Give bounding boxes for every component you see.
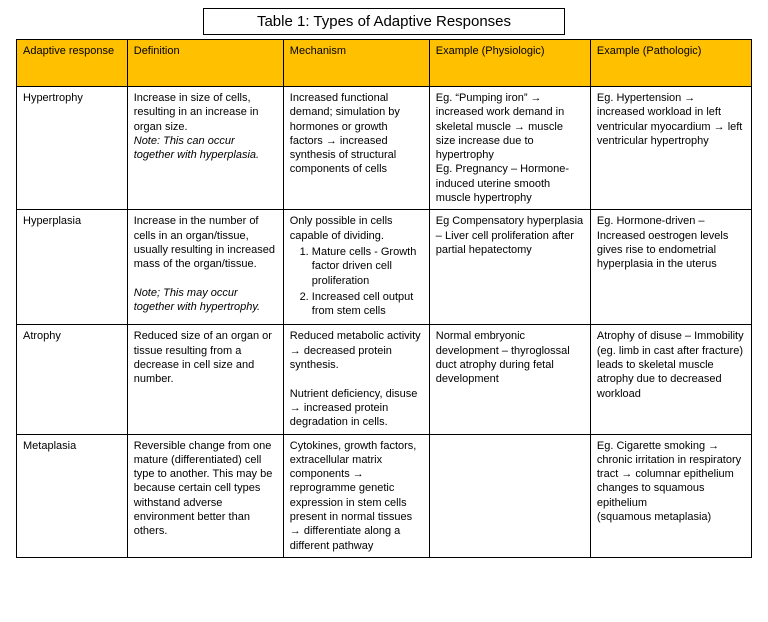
cell-name: Hypertrophy bbox=[17, 87, 128, 210]
mechanism-a: Reduced metabolic activity → decreased p… bbox=[290, 330, 421, 371]
adaptive-responses-table: Adaptive response Definition Mechanism E… bbox=[16, 39, 752, 558]
cell-name: Atrophy bbox=[17, 325, 128, 434]
mechanism-b: Nutrient deficiency, disuse → increased … bbox=[290, 388, 418, 429]
mechanism-item-1: Mature cells - Growth factor driven cell… bbox=[312, 245, 423, 288]
cell-definition: Increase in size of cells, resulting in … bbox=[127, 87, 283, 210]
cell-definition: Reduced size of an organ or tissue resul… bbox=[127, 325, 283, 434]
row-hyperplasia: Hyperplasia Increase in the number of ce… bbox=[17, 210, 752, 325]
physio-a: Eg. “Pumping iron” → increased work dema… bbox=[436, 92, 564, 161]
cell-mechanism: Only possible in cells capable of dividi… bbox=[283, 210, 429, 325]
patho-a: Eg. Cigarette smoking → chronic irritati… bbox=[597, 440, 741, 509]
row-atrophy: Atrophy Reduced size of an organ or tiss… bbox=[17, 325, 752, 434]
row-hypertrophy: Hypertrophy Increase in size of cells, r… bbox=[17, 87, 752, 210]
header-row: Adaptive response Definition Mechanism E… bbox=[17, 40, 752, 87]
cell-definition: Reversible change from one mature (diffe… bbox=[127, 434, 283, 557]
col-mechanism: Mechanism bbox=[283, 40, 429, 87]
cell-patho: Eg. Hormone-driven – Increased oestrogen… bbox=[590, 210, 751, 325]
definition-note: Note; This may occur together with hyper… bbox=[134, 287, 260, 313]
cell-mechanism: Cytokines, growth factors, extracellular… bbox=[283, 434, 429, 557]
col-definition: Definition bbox=[127, 40, 283, 87]
cell-name: Metaplasia bbox=[17, 434, 128, 557]
mechanism-list: Mature cells - Growth factor driven cell… bbox=[290, 245, 423, 318]
cell-physio bbox=[429, 434, 590, 557]
col-example-patho: Example (Pathologic) bbox=[590, 40, 751, 87]
row-metaplasia: Metaplasia Reversible change from one ma… bbox=[17, 434, 752, 557]
col-adaptive-response: Adaptive response bbox=[17, 40, 128, 87]
cell-name: Hyperplasia bbox=[17, 210, 128, 325]
cell-definition: Increase in the number of cells in an or… bbox=[127, 210, 283, 325]
table-title: Table 1: Types of Adaptive Responses bbox=[203, 8, 565, 35]
cell-physio: Eg. “Pumping iron” → increased work dema… bbox=[429, 87, 590, 210]
definition-note: Note: This can occur together with hyper… bbox=[134, 135, 259, 161]
cell-patho: Eg. Hypertension → increased workload in… bbox=[590, 87, 751, 210]
cell-patho: Eg. Cigarette smoking → chronic irritati… bbox=[590, 434, 751, 557]
cell-mechanism: Increased functional demand; simulation … bbox=[283, 87, 429, 210]
mechanism-item-2: Increased cell output from stem cells bbox=[312, 290, 423, 319]
cell-patho: Atrophy of disuse – Immobility (eg. limb… bbox=[590, 325, 751, 434]
col-example-physio: Example (Physiologic) bbox=[429, 40, 590, 87]
definition-text: Increase in size of cells, resulting in … bbox=[134, 92, 259, 133]
patho-b: (squamous metaplasia) bbox=[597, 511, 711, 523]
definition-text: Increase in the number of cells in an or… bbox=[134, 215, 275, 270]
mechanism-intro: Only possible in cells capable of dividi… bbox=[290, 215, 393, 241]
cell-mechanism: Reduced metabolic activity → decreased p… bbox=[283, 325, 429, 434]
cell-physio: Eg Compensatory hyperplasia – Liver cell… bbox=[429, 210, 590, 325]
physio-b: Eg. Pregnancy – Hormone-induced uterine … bbox=[436, 163, 569, 204]
cell-physio: Normal embryonic development – thyroglos… bbox=[429, 325, 590, 434]
